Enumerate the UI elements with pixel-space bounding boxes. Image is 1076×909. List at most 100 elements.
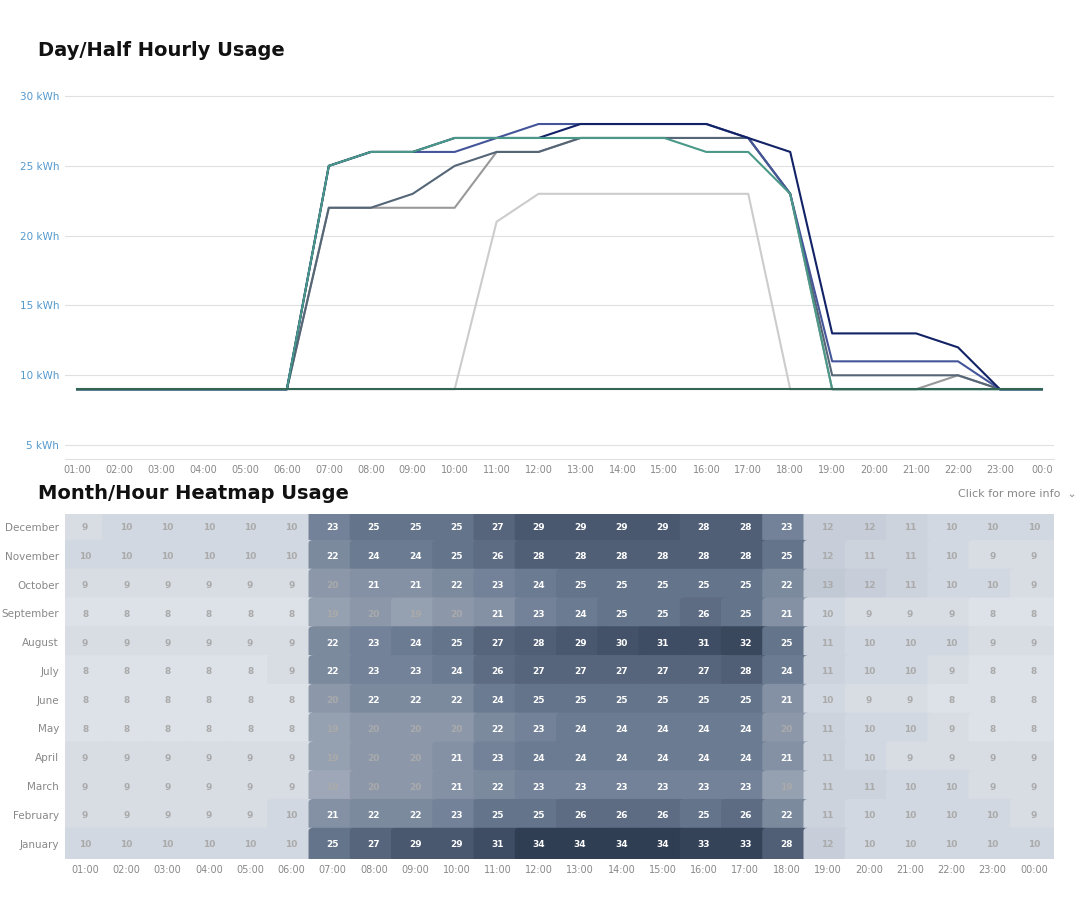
FancyBboxPatch shape <box>350 828 398 862</box>
Sunday <box>741 188 754 199</box>
Text: 24: 24 <box>533 581 546 590</box>
FancyBboxPatch shape <box>433 511 481 544</box>
FancyBboxPatch shape <box>226 713 274 746</box>
Text: 10: 10 <box>285 524 298 533</box>
Text: 33: 33 <box>739 840 751 849</box>
FancyBboxPatch shape <box>638 799 686 833</box>
Text: 25: 25 <box>739 581 751 590</box>
Text: 29: 29 <box>409 840 422 849</box>
Text: 9: 9 <box>1031 581 1037 590</box>
FancyBboxPatch shape <box>597 684 646 717</box>
FancyBboxPatch shape <box>514 655 563 689</box>
Text: 9: 9 <box>82 581 88 590</box>
Text: 10: 10 <box>202 524 215 533</box>
Text: 24: 24 <box>656 754 669 763</box>
Sunday <box>909 384 922 395</box>
Text: 9: 9 <box>247 783 253 792</box>
FancyBboxPatch shape <box>61 540 110 574</box>
FancyBboxPatch shape <box>433 770 481 804</box>
Thursday <box>699 118 712 129</box>
Text: 10: 10 <box>121 840 132 849</box>
FancyBboxPatch shape <box>1009 569 1058 603</box>
FancyBboxPatch shape <box>721 828 769 862</box>
Tuesday <box>365 203 378 214</box>
Thursday <box>365 146 378 157</box>
Text: 31: 31 <box>697 639 710 647</box>
Thursday <box>323 160 336 171</box>
Text: 26: 26 <box>697 610 710 619</box>
Monday <box>365 203 378 214</box>
Sunday <box>1035 384 1048 395</box>
FancyBboxPatch shape <box>804 713 852 746</box>
FancyBboxPatch shape <box>473 655 522 689</box>
Saturday <box>281 384 294 395</box>
FancyBboxPatch shape <box>143 713 192 746</box>
FancyBboxPatch shape <box>1009 511 1058 544</box>
Text: 9: 9 <box>206 783 212 792</box>
FancyBboxPatch shape <box>680 713 728 746</box>
FancyBboxPatch shape <box>226 569 274 603</box>
Sunday <box>491 216 504 227</box>
Text: 9: 9 <box>165 754 171 763</box>
Monday <box>951 370 964 381</box>
Text: 31: 31 <box>656 639 669 647</box>
Text: 24: 24 <box>409 553 422 561</box>
Wednesday <box>449 146 462 157</box>
Text: 23: 23 <box>656 783 669 792</box>
Text: 11: 11 <box>904 581 917 590</box>
FancyBboxPatch shape <box>350 569 398 603</box>
Text: 11: 11 <box>821 639 834 647</box>
Text: 24: 24 <box>450 667 463 676</box>
Text: 20: 20 <box>368 754 380 763</box>
Sunday <box>951 384 964 395</box>
Text: 26: 26 <box>739 812 751 820</box>
Text: 9: 9 <box>990 639 995 647</box>
Text: 9: 9 <box>288 667 295 676</box>
Text: 9: 9 <box>907 696 914 705</box>
FancyBboxPatch shape <box>226 655 274 689</box>
FancyBboxPatch shape <box>556 684 605 717</box>
FancyBboxPatch shape <box>433 828 481 862</box>
Text: Month/Hour Heatmap Usage: Month/Hour Heatmap Usage <box>38 484 349 503</box>
Text: 8: 8 <box>948 696 954 705</box>
Thursday <box>993 384 1006 395</box>
Text: 22: 22 <box>492 725 504 734</box>
FancyBboxPatch shape <box>804 511 852 544</box>
Sunday <box>533 188 546 199</box>
FancyBboxPatch shape <box>886 799 934 833</box>
Text: 25: 25 <box>574 581 586 590</box>
Text: 23: 23 <box>492 754 504 763</box>
FancyBboxPatch shape <box>185 626 233 660</box>
Monday <box>783 188 796 199</box>
FancyBboxPatch shape <box>597 799 646 833</box>
Text: 11: 11 <box>863 553 875 561</box>
Text: 25: 25 <box>615 610 627 619</box>
Thursday <box>657 118 670 129</box>
Friday <box>281 384 294 395</box>
FancyBboxPatch shape <box>473 742 522 775</box>
Monday <box>657 133 670 144</box>
Text: 25: 25 <box>656 610 669 619</box>
FancyBboxPatch shape <box>968 684 1017 717</box>
FancyBboxPatch shape <box>804 742 852 775</box>
FancyBboxPatch shape <box>185 828 233 862</box>
FancyBboxPatch shape <box>556 713 605 746</box>
FancyBboxPatch shape <box>143 511 192 544</box>
Text: 10: 10 <box>945 840 958 849</box>
Text: 12: 12 <box>863 581 875 590</box>
Text: 12: 12 <box>863 524 875 533</box>
Text: 10: 10 <box>285 553 298 561</box>
FancyBboxPatch shape <box>309 540 357 574</box>
Text: 8: 8 <box>206 725 212 734</box>
FancyBboxPatch shape <box>721 713 769 746</box>
Text: 8: 8 <box>124 667 129 676</box>
FancyBboxPatch shape <box>638 713 686 746</box>
Text: 9: 9 <box>1031 783 1037 792</box>
Monday <box>533 146 546 157</box>
Text: 19: 19 <box>326 610 339 619</box>
Text: 25: 25 <box>615 696 627 705</box>
Text: 23: 23 <box>409 667 422 676</box>
Friday <box>1035 384 1048 395</box>
FancyBboxPatch shape <box>226 684 274 717</box>
Text: 28: 28 <box>739 553 751 561</box>
